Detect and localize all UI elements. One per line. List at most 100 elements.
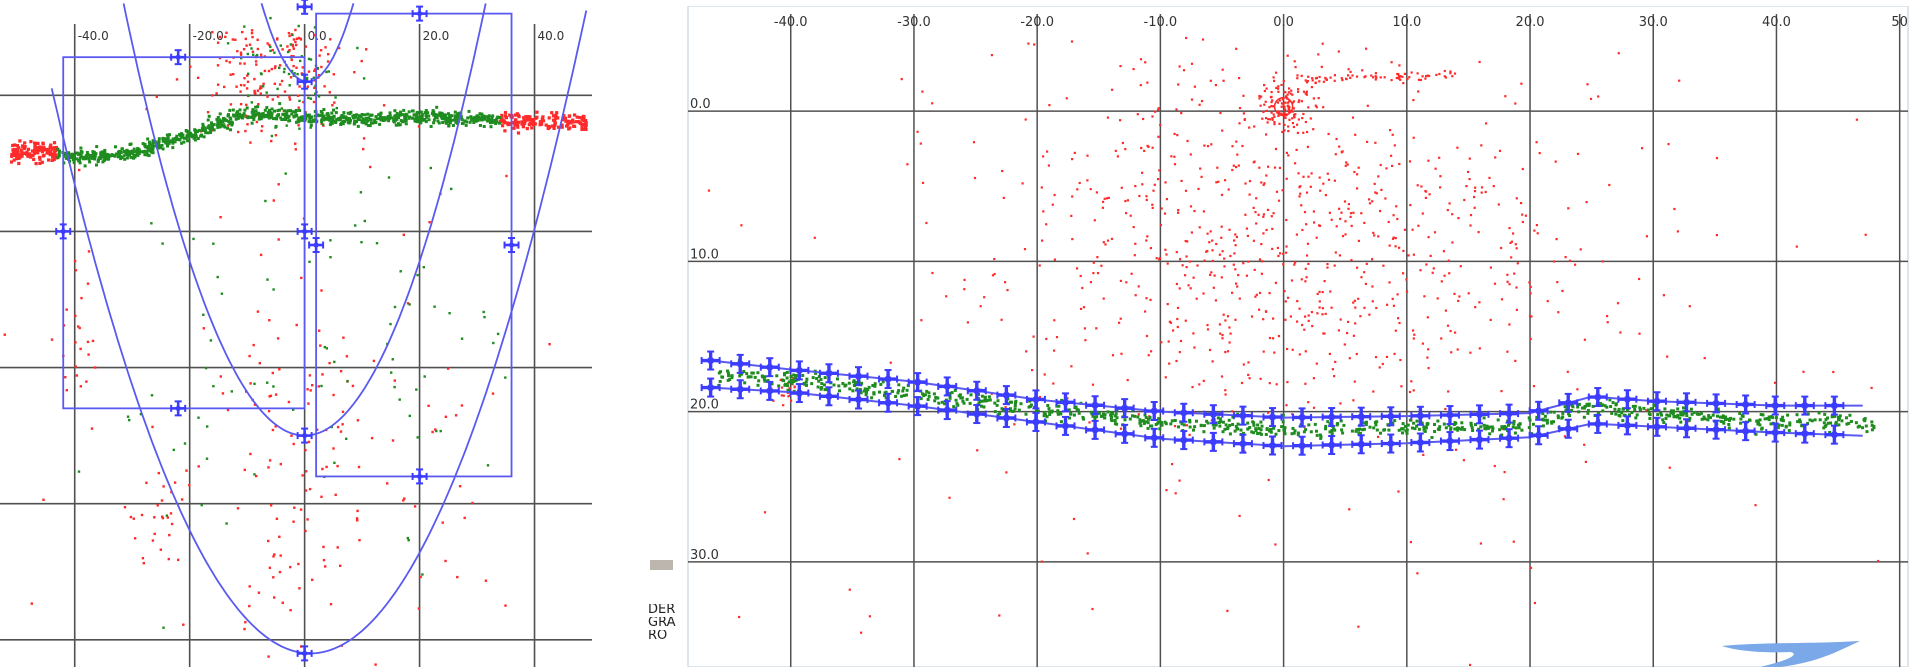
right-red-point — [1086, 179, 1089, 182]
left-green-track-point — [216, 120, 220, 124]
right-red-point — [1102, 200, 1105, 203]
left-green-point — [192, 237, 195, 241]
right-green-track-point — [787, 380, 791, 384]
left-green-track-point — [200, 126, 204, 130]
right-red-point — [1165, 489, 1168, 492]
right-red-point — [1338, 207, 1341, 210]
right-red-point — [1130, 272, 1133, 275]
right-green-track-point — [837, 384, 841, 388]
right-red-point — [1121, 141, 1124, 145]
right-green-track-point — [1527, 426, 1531, 430]
right-red-point — [1521, 220, 1524, 224]
left-green-point — [387, 176, 391, 179]
left-red-band-point — [18, 139, 22, 143]
right-lower-boundary-marker-core — [973, 410, 981, 418]
right-green-track-point — [1324, 424, 1328, 428]
right-green-track-point — [988, 398, 992, 402]
right-green-track-point — [1582, 415, 1586, 419]
left-red-point-group — [3, 28, 551, 666]
right-red-point — [1388, 244, 1391, 247]
right-red-point — [1154, 110, 1157, 113]
right-green-track-point — [1182, 423, 1186, 427]
left-red-point — [218, 56, 222, 60]
left-red-point — [206, 111, 210, 114]
right-green-track-point — [1375, 428, 1379, 432]
right-green-track-point — [1235, 427, 1239, 431]
left-green-track-point — [149, 146, 153, 150]
left-red-point — [326, 60, 330, 63]
right-green-track-point — [1564, 408, 1568, 412]
right-red-point — [1118, 321, 1121, 324]
right-green-track-point — [1845, 422, 1849, 426]
right-green-track-point — [1864, 424, 1868, 428]
left-green-track-point — [395, 114, 399, 118]
right-red-point — [1252, 206, 1255, 209]
right-green-track-point — [1721, 416, 1725, 419]
right-red-point — [1278, 110, 1281, 113]
right-red-point — [1514, 102, 1517, 105]
right-red-point — [1262, 213, 1265, 216]
right-red-point — [1419, 269, 1422, 272]
left-green-track-point — [356, 124, 360, 128]
right-red-point — [1147, 145, 1150, 148]
left-red-point — [324, 46, 327, 49]
right-red-point — [1307, 314, 1310, 317]
right-green-track-point — [1652, 404, 1656, 408]
right-green-track-point — [823, 388, 827, 392]
right-red-point — [1447, 259, 1450, 262]
left-green-track-point — [276, 109, 280, 113]
right-red-point — [1040, 186, 1043, 189]
right-red-point — [1041, 239, 1044, 242]
right-red-point — [1457, 299, 1460, 302]
right-green-track-point — [1423, 429, 1427, 433]
left-red-band-point — [29, 140, 33, 144]
right-red-point — [1076, 188, 1079, 191]
right-green-track-point — [996, 399, 1000, 403]
right-red-point — [1301, 228, 1304, 232]
right-upper-boundary-marker — [1469, 404, 1490, 425]
right-red-point — [1042, 210, 1045, 213]
left-red-band-point — [15, 144, 19, 148]
right-green-track-point — [1663, 407, 1667, 411]
right-red-point — [1145, 239, 1148, 242]
left-red-point — [289, 565, 292, 569]
right-red-point — [1119, 119, 1122, 122]
left-red-point — [65, 308, 68, 311]
right-green-track-point — [1401, 422, 1405, 426]
right-red-point — [1174, 492, 1177, 495]
right-red-point — [1427, 159, 1430, 162]
left-red-point — [456, 575, 459, 579]
side-text-line-2: GRÁ — [648, 617, 676, 629]
right-green-track-point — [738, 372, 742, 376]
right-red-point — [1282, 80, 1285, 83]
left-green-track-point — [132, 156, 136, 160]
right-red-point — [1270, 101, 1273, 104]
right-red-point — [1185, 36, 1188, 40]
right-green-track-point — [1405, 431, 1409, 435]
left-green-track-point — [275, 117, 279, 121]
left-red-point — [317, 385, 320, 388]
right-lower-boundary-marker — [1114, 423, 1135, 444]
right-red-point — [1443, 274, 1446, 277]
right-red-point — [1165, 198, 1168, 201]
left-green-point — [230, 390, 233, 393]
left-red-point — [270, 139, 273, 143]
left-green-track-point — [114, 152, 118, 156]
right-red-point — [707, 189, 711, 192]
right-red-point — [1235, 235, 1238, 239]
right-red-point — [1515, 286, 1518, 289]
right-green-track-point — [775, 374, 779, 378]
right-red-point — [1280, 105, 1283, 108]
right-red-point — [1176, 306, 1180, 309]
left-red-point — [231, 38, 234, 41]
right-red-point — [1512, 232, 1515, 235]
left-green-track-point — [260, 115, 263, 119]
right-green-track-point — [1221, 430, 1225, 434]
right-green-track-point — [1280, 425, 1284, 429]
left-parabola-handle-core — [302, 432, 308, 439]
right-red-point — [1340, 211, 1343, 214]
left-green-point — [269, 49, 272, 53]
right-red-point — [1391, 297, 1394, 300]
right-red-point — [1294, 261, 1297, 264]
left-red-band-point — [582, 118, 586, 123]
